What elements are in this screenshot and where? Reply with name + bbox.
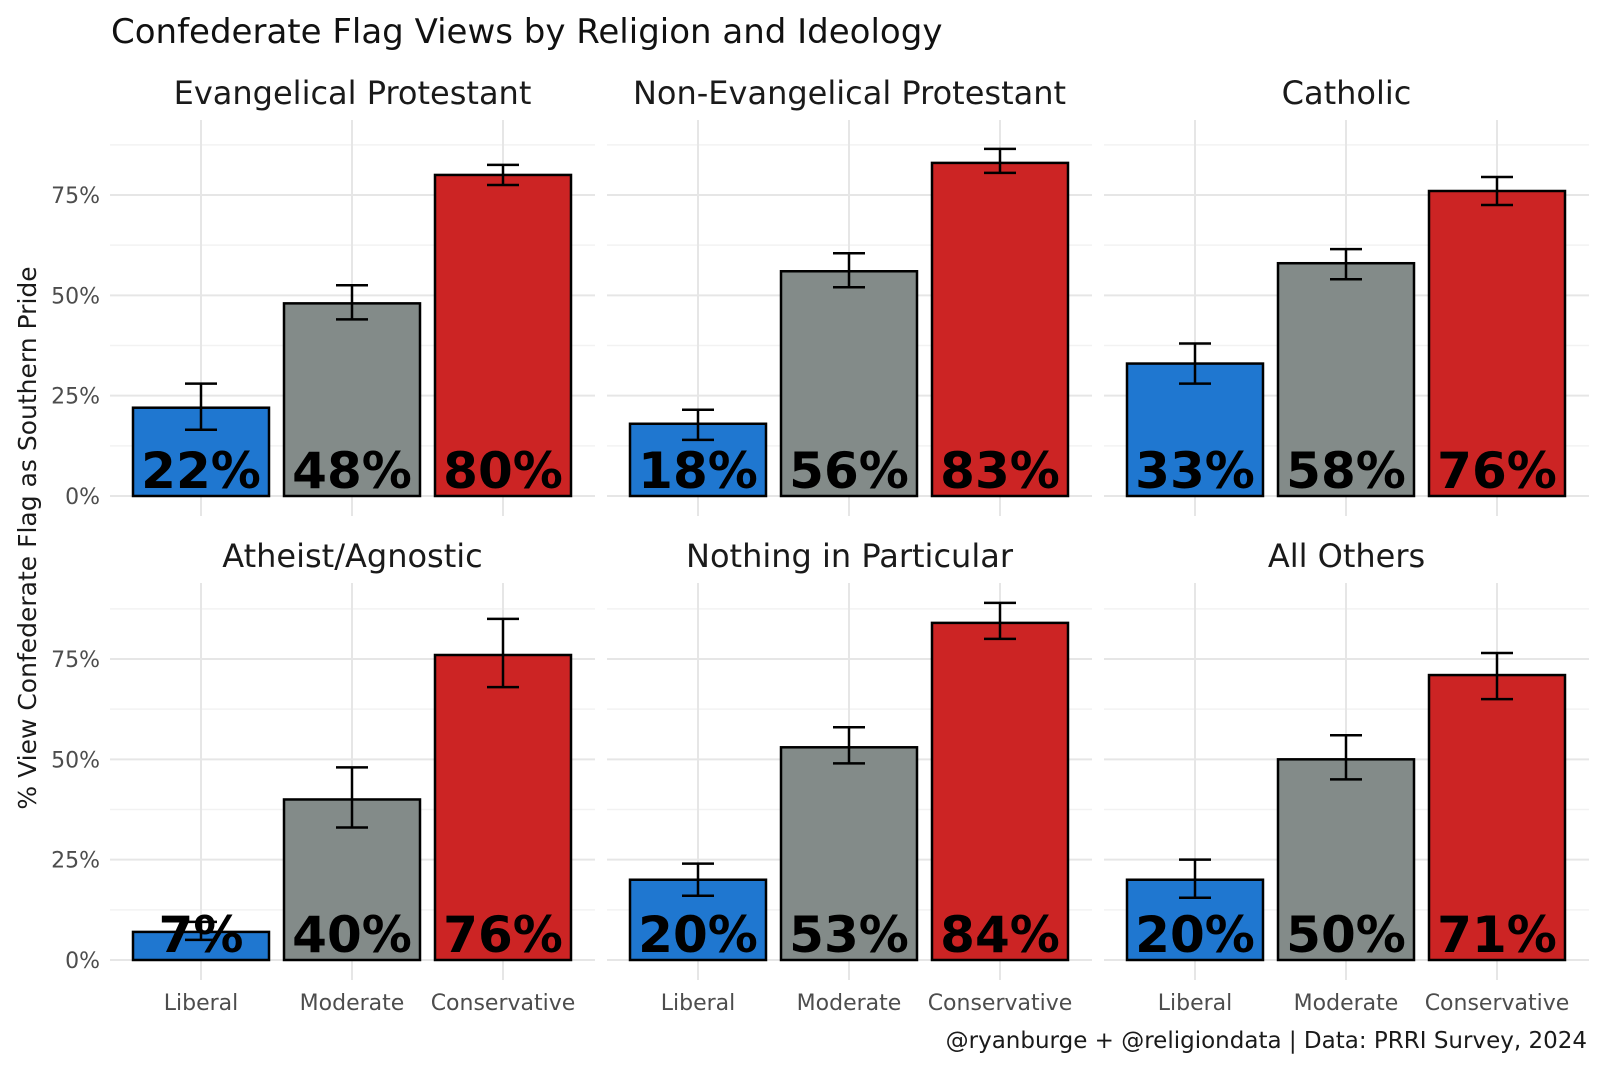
value-label: 71% [1437,906,1557,964]
bar-moderate [282,302,422,498]
value-label: 58% [1286,442,1406,500]
y-tick-label: 25% [51,385,100,410]
y-tick-label: 50% [51,284,100,309]
bar-moderate [1276,758,1416,962]
bar-liberal [1125,362,1265,498]
facet-panel: Evangelical Protestant 0% 25% 50% 75% 22% 48% 8… [51,74,595,516]
value-label: 33% [1135,442,1255,500]
facet-panels: Evangelical Protestant 0% 25% 50% 75% 22% 48% 8… [51,74,1589,1016]
x-tick-label: Liberal [661,991,736,1016]
bar-conservative [433,173,573,498]
value-label: 48% [292,442,412,500]
value-label: 20% [1135,906,1255,964]
facet-title: Atheist/Agnostic [222,537,483,575]
y-axis-label: % View Confederate Flag as Southern Prid… [13,266,42,809]
bar-conservative [1427,189,1567,498]
bar-liberal [131,930,271,962]
bar-conservative [930,161,1070,498]
facet-panel: Catholic 33% 58% 76% [1104,74,1589,516]
value-label: 18% [638,442,758,500]
facet-title: Catholic [1282,74,1412,112]
facet-title: Non-Evangelical Protestant [633,74,1066,112]
value-label: 83% [940,442,1060,500]
y-tick-label: 0% [65,949,100,974]
y-tick-label: 0% [65,485,100,510]
value-label: 20% [638,906,758,964]
value-label: 53% [789,906,909,964]
facet-panel: Nothing in Particular 20% Liberal 53% Modera… [607,537,1092,1016]
x-tick-label: Moderate [1294,991,1399,1016]
x-tick-label: Liberal [164,991,239,1016]
x-tick-label: Liberal [1158,991,1233,1016]
facet-panel: Non-Evangelical Protestant 18% 56% 83% [607,74,1092,516]
value-label: 50% [1286,906,1406,964]
value-label: 7% [159,906,244,964]
y-tick-label: 75% [51,648,100,673]
bar-conservative [433,653,573,962]
x-tick-label: Moderate [797,991,902,1016]
chart-title: Confederate Flag Views by Religion and I… [111,12,942,52]
facet-title: All Others [1268,537,1425,575]
value-label: 56% [789,442,909,500]
value-label: 80% [443,442,563,500]
value-label: 76% [1437,442,1557,500]
facet-panel: Atheist/Agnostic 0% 25% 50% 75% 7% Liberal 40% M… [51,537,595,1016]
value-label: 76% [443,906,563,964]
bar-moderate [1276,261,1416,498]
y-tick-label: 25% [51,849,100,874]
value-label: 84% [940,906,1060,964]
facet-panel: All Others 20% Liberal 50% Moderate 71% Conser… [1104,537,1589,1016]
x-tick-label: Conservative [431,991,576,1016]
value-label: 22% [141,442,261,500]
x-tick-label: Conservative [1425,991,1570,1016]
bar-moderate [779,746,919,962]
x-tick-label: Conservative [928,991,1073,1016]
facet-title: Evangelical Protestant [174,74,532,112]
bar-moderate [779,270,919,498]
value-label: 40% [292,906,412,964]
facet-title: Nothing in Particular [686,537,1014,575]
y-tick-label: 75% [51,184,100,209]
x-tick-label: Moderate [300,991,405,1016]
bar-conservative [1427,673,1567,962]
caption: @ryanburge + @religiondata | Data: PRRI … [946,1028,1587,1054]
y-tick-label: 50% [51,748,100,773]
